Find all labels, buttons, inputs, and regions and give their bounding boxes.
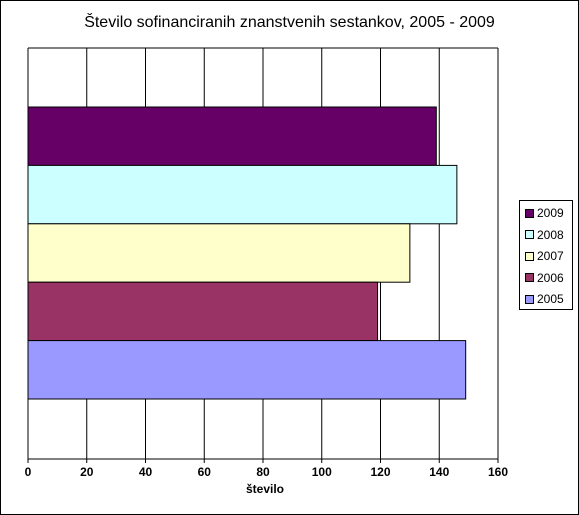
- x-tick-label: 100: [312, 465, 332, 479]
- legend-label: 2009: [537, 206, 564, 220]
- legend-swatch: [525, 230, 534, 239]
- legend-item-2006: 2006: [525, 271, 564, 285]
- x-tick-label: 120: [370, 465, 390, 479]
- legend-label: 2006: [537, 270, 564, 285]
- chart-title: Število sofinanciranih znanstvenih sesta…: [84, 14, 495, 31]
- legend-swatch: [525, 251, 534, 261]
- bar-2008: [27, 164, 458, 225]
- x-axis-label: število: [245, 482, 284, 496]
- x-tick-label: 60: [198, 465, 212, 479]
- x-tick-label: 80: [256, 465, 270, 479]
- x-tick-label: 20: [80, 465, 94, 479]
- legend-swatch: [525, 273, 534, 282]
- x-tick-label: 40: [139, 465, 153, 479]
- legend-item-2009: 2009: [525, 206, 564, 220]
- bar-2005: [27, 340, 467, 400]
- legend-swatch: [525, 208, 534, 218]
- x-tick-label: 160: [488, 465, 508, 479]
- bar-2007: [27, 223, 411, 283]
- legend: 2009 2008 2007 2006 2005: [519, 200, 573, 310]
- x-tick-label: 0: [25, 465, 32, 479]
- legend-item-2008: 2008: [525, 228, 564, 242]
- x-tick-label: 140: [429, 465, 449, 479]
- legend-label: 2007: [537, 249, 564, 263]
- bar-2006: [27, 281, 379, 342]
- legend-swatch: [525, 294, 534, 304]
- legend-item-2005: 2005: [525, 292, 564, 306]
- bar-2009: [27, 106, 437, 166]
- legend-label: 2008: [537, 227, 564, 242]
- legend-item-2007: 2007: [525, 249, 564, 263]
- legend-label: 2005: [537, 292, 564, 306]
